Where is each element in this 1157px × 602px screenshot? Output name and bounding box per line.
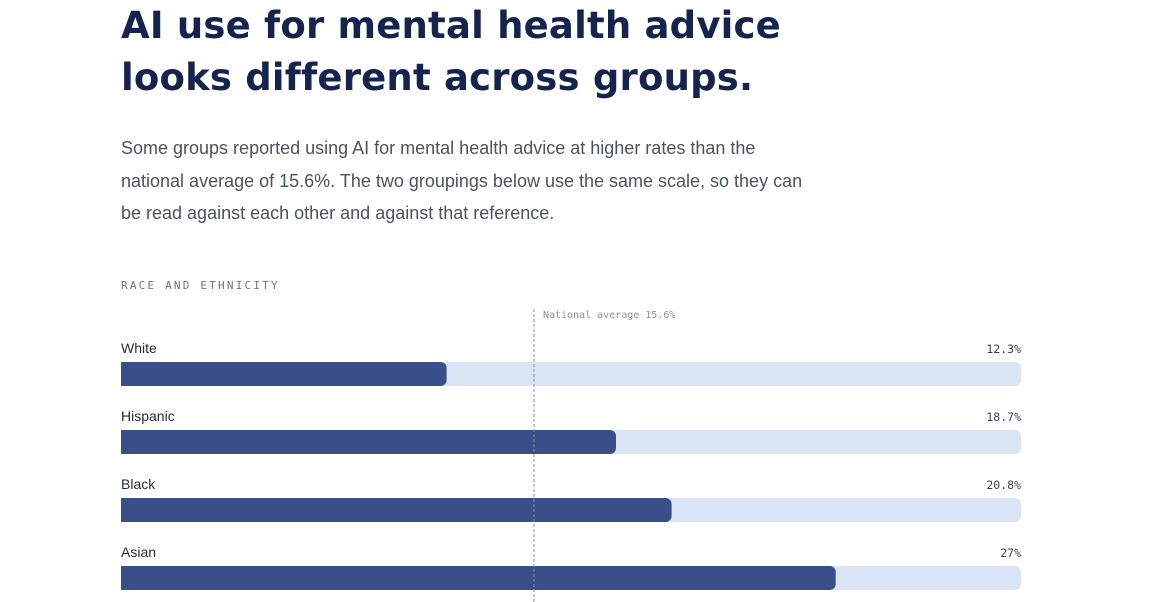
bar-chart-svg: White 12.3% Hispanic 18.7% Black 20.8% Asian 27… [121, 309, 1021, 602]
bar-left-cap [121, 362, 129, 386]
bar [121, 498, 672, 522]
chart-section-label: RACE AND ETHNICITY [121, 279, 280, 292]
bar-value-label: 12.3% [986, 342, 1021, 356]
page-title: AI use for mental health advice looks di… [121, 4, 781, 99]
bar-row: Black 20.8% [121, 476, 1021, 522]
intro-paragraph: Some groups reported using AI for mental… [121, 138, 803, 223]
bar-chart: White 12.3% Hispanic 18.7% Black 20.8% Asian 27… [121, 305, 1021, 602]
bar-row: Asian 27% [121, 544, 1021, 590]
bar-value-label: 27% [1000, 546, 1021, 560]
bar-left-cap [121, 566, 129, 590]
bar-row: Hispanic 18.7% [121, 408, 1021, 454]
bar-left-cap [121, 430, 129, 454]
bar [121, 362, 447, 386]
bar-category-label: Hispanic [121, 408, 175, 424]
bar-category-label: Black [121, 476, 156, 492]
bar-value-label: 18.7% [986, 410, 1021, 424]
bar-category-label: White [121, 340, 157, 356]
bar-left-cap [121, 498, 129, 522]
bar [121, 566, 836, 590]
bar-category-label: Asian [121, 544, 156, 560]
reference-line-label: National average 15.6% [543, 310, 675, 321]
bar-row: White 12.3% [121, 340, 1021, 386]
bar-value-label: 20.8% [986, 478, 1021, 492]
bar [121, 430, 616, 454]
